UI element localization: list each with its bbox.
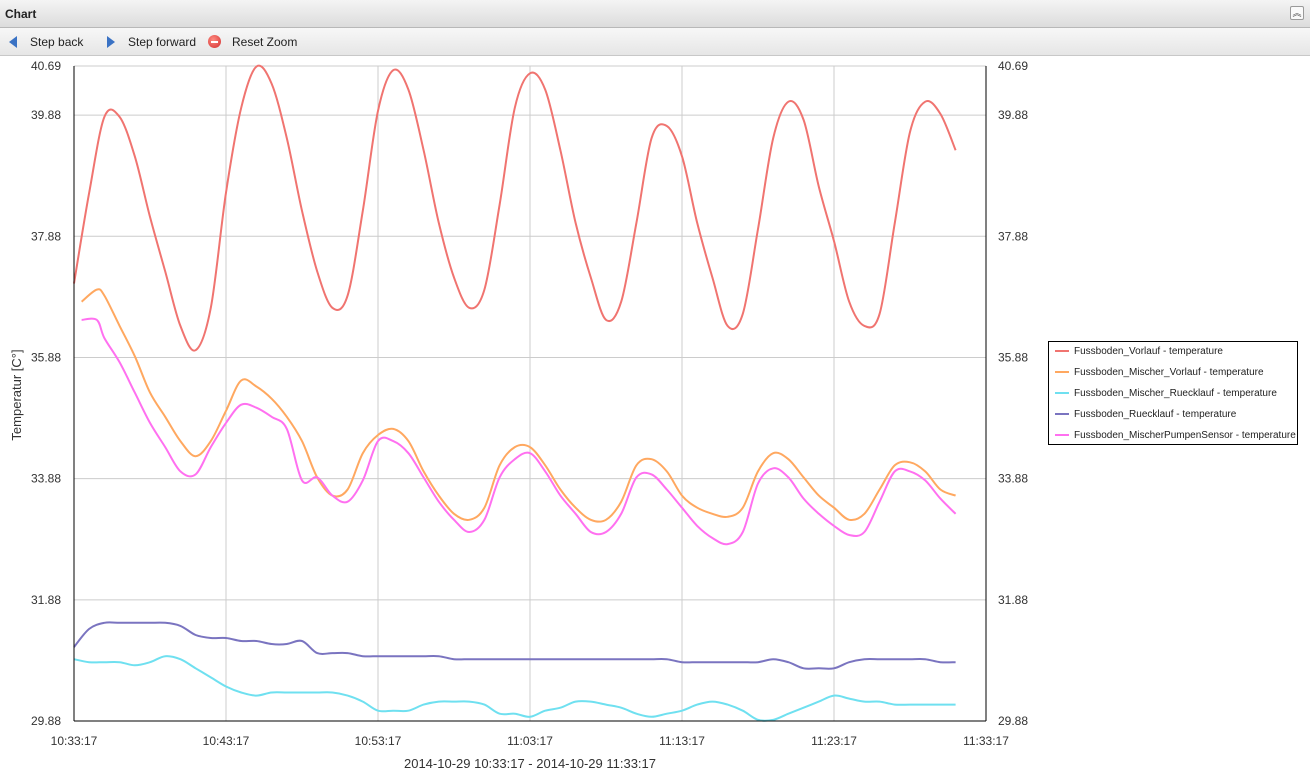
legend-entry[interactable]: Fussboden_MischerPumpenSensor - temperat… bbox=[1055, 428, 1296, 442]
y-tick-label-right: 35.88 bbox=[998, 350, 1028, 364]
legend-swatch bbox=[1055, 350, 1069, 352]
legend-entry[interactable]: Fussboden_Mischer_Ruecklauf - temperatur… bbox=[1055, 386, 1277, 400]
series-line-2 bbox=[80, 288, 956, 523]
arrow-left-icon bbox=[6, 35, 20, 49]
y-tick-label: 40.69 bbox=[31, 59, 61, 73]
y-tick-label: 33.88 bbox=[31, 472, 61, 486]
step-forward-button[interactable]: Step forward bbox=[104, 34, 196, 50]
legend-entry[interactable]: Fussboden_Ruecklauf - temperature bbox=[1055, 407, 1236, 421]
legend-label: Fussboden_Mischer_Ruecklauf - temperatur… bbox=[1074, 387, 1277, 399]
line-chart[interactable]: 29.88 29.88 31.88 31.88 33.88 33.88 35.88 35.88… bbox=[0, 56, 1310, 777]
step-forward-label: Step forward bbox=[128, 35, 197, 49]
chart-series bbox=[73, 64, 957, 722]
step-back-button[interactable]: Step back bbox=[6, 34, 83, 50]
legend-swatch bbox=[1055, 392, 1069, 394]
chart-axes: 29.88 29.88 31.88 31.88 33.88 33.88 35.88 35.88… bbox=[31, 59, 1028, 748]
x-tick-label: 11:23:17 bbox=[811, 734, 857, 748]
arrow-right-icon bbox=[104, 35, 118, 49]
y-tick-label: 37.88 bbox=[31, 229, 61, 243]
legend-swatch bbox=[1055, 371, 1069, 373]
step-back-label: Step back bbox=[30, 35, 84, 49]
panel-title: Chart bbox=[5, 7, 37, 21]
reset-zoom-label: Reset Zoom bbox=[232, 35, 298, 49]
x-tick-label: 10:53:17 bbox=[355, 734, 402, 748]
y-tick-label: 39.88 bbox=[31, 108, 61, 122]
series-line-3 bbox=[73, 655, 956, 722]
y-tick-label-right: 40.69 bbox=[998, 59, 1028, 73]
legend-entry[interactable]: Fussboden_Vorlauf - temperature bbox=[1055, 344, 1223, 358]
y-tick-label-right: 37.88 bbox=[998, 229, 1028, 243]
chart-legend: Fussboden_Vorlauf - temperature Fussboden… bbox=[1048, 341, 1298, 445]
double-chevron-up-icon[interactable]: ︽ bbox=[1290, 6, 1304, 20]
x-tick-label: 10:33:17 bbox=[51, 734, 98, 748]
x-tick-label: 10:43:17 bbox=[203, 734, 250, 748]
x-axis-label: 2014-10-29 10:33:17 - 2014-10-29 11:33:1… bbox=[404, 756, 656, 771]
x-tick-label: 11:13:17 bbox=[659, 734, 705, 748]
legend-label: Fussboden_MischerPumpenSensor - temperat… bbox=[1074, 429, 1296, 441]
legend-swatch bbox=[1055, 413, 1069, 415]
x-tick-label: 11:33:17 bbox=[963, 734, 1009, 748]
x-tick-label: 11:03:17 bbox=[507, 734, 553, 748]
legend-label: Fussboden_Ruecklauf - temperature bbox=[1074, 408, 1237, 420]
series-line-1 bbox=[73, 64, 957, 352]
legend-label: Fussboden_Vorlauf - temperature bbox=[1074, 345, 1223, 357]
stop-icon bbox=[208, 35, 222, 49]
y-tick-label-right: 33.88 bbox=[998, 472, 1028, 486]
y-tick-label: 31.88 bbox=[31, 593, 61, 607]
series-line-4 bbox=[73, 621, 956, 670]
panel-header: Chart ︽ bbox=[0, 0, 1310, 28]
y-tick-label-right: 39.88 bbox=[998, 108, 1028, 122]
legend-label: Fussboden_Mischer_Vorlauf - temperature bbox=[1074, 366, 1264, 378]
y-tick-label: 29.88 bbox=[31, 714, 61, 728]
chart-grid bbox=[73, 65, 987, 722]
reset-zoom-button[interactable]: Reset Zoom bbox=[208, 34, 297, 50]
series-line-5 bbox=[81, 317, 957, 546]
legend-swatch bbox=[1055, 434, 1069, 436]
legend-entry[interactable]: Fussboden_Mischer_Vorlauf - temperature bbox=[1055, 365, 1264, 379]
y-axis-label: Temperatur [C°] bbox=[9, 349, 24, 440]
y-tick-label-right: 31.88 bbox=[998, 593, 1028, 607]
y-tick-label-right: 29.88 bbox=[998, 714, 1028, 728]
y-tick-label: 35.88 bbox=[31, 350, 61, 364]
toolbar: Step back Step forward Reset Zoom bbox=[0, 28, 1310, 56]
